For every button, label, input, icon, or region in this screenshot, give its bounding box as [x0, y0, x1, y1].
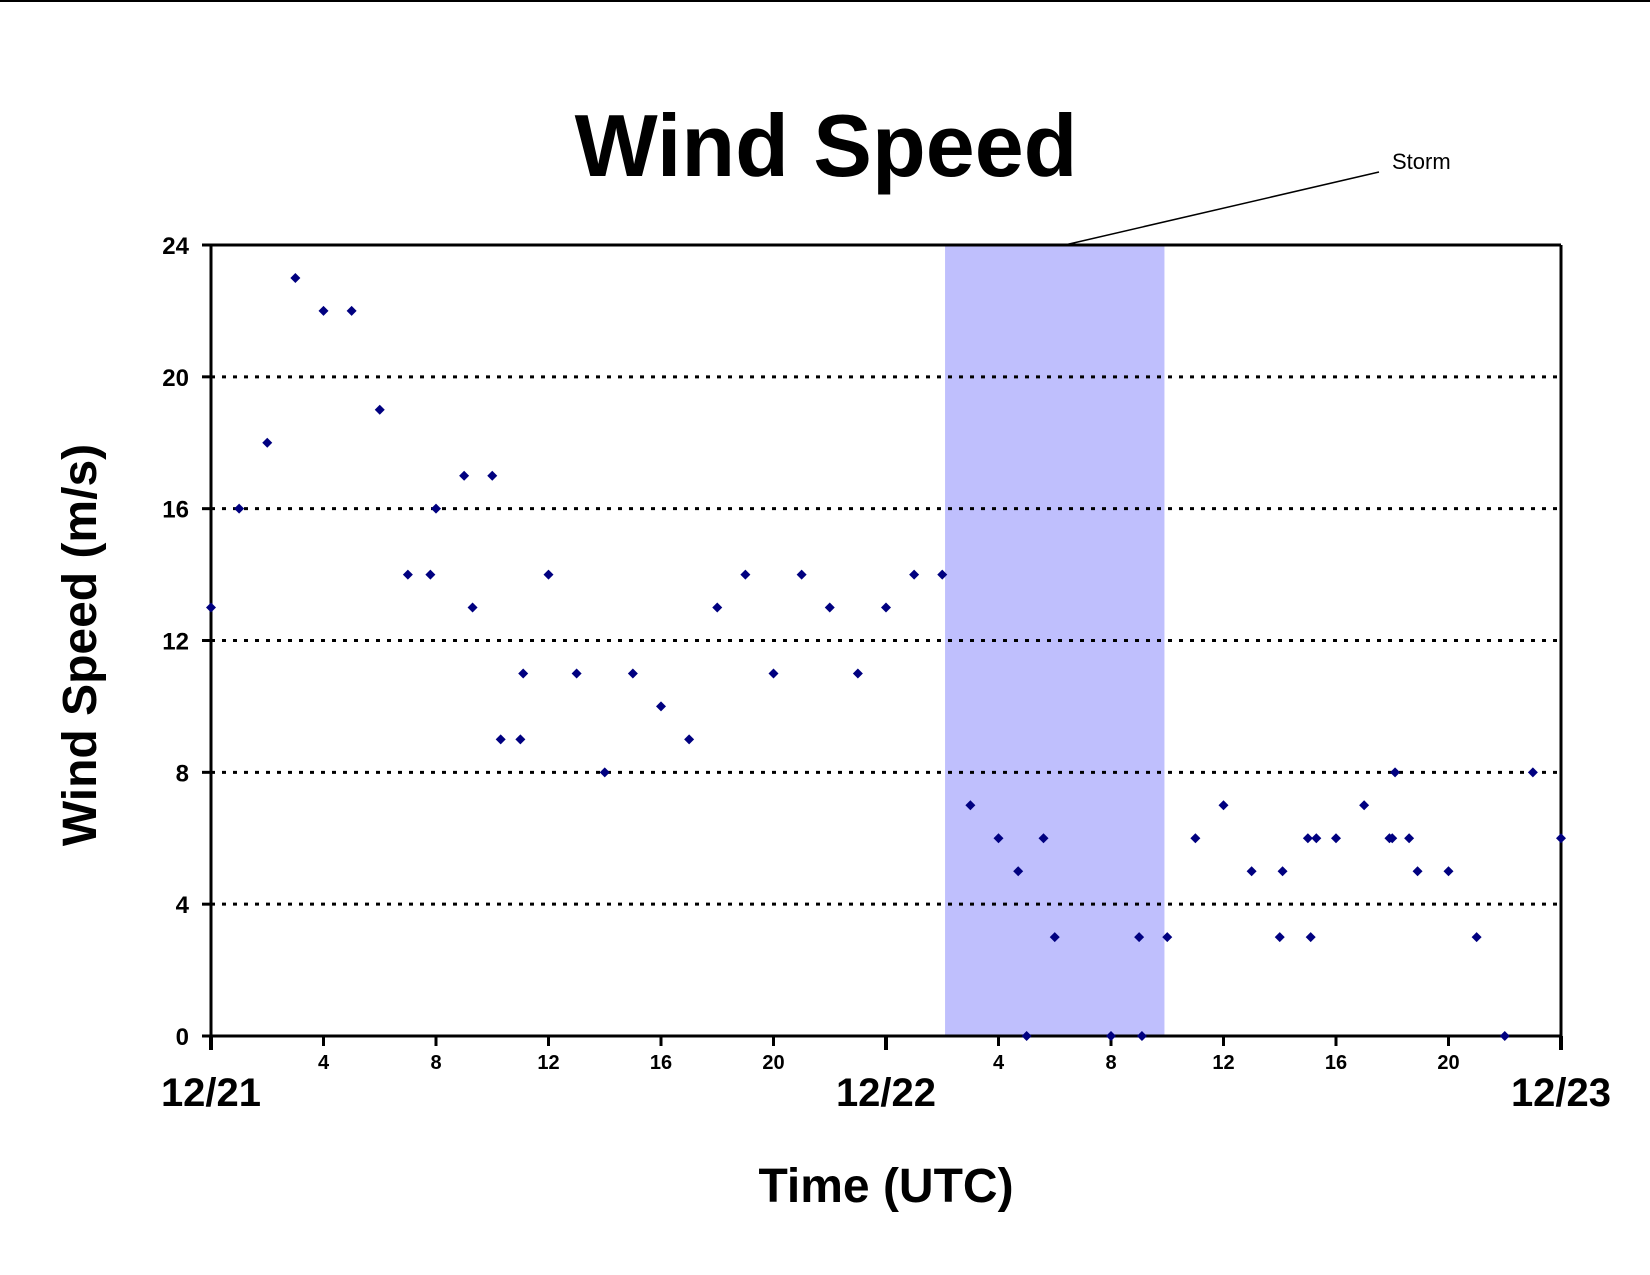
data-point — [290, 272, 301, 283]
data-point — [1302, 833, 1313, 844]
gridlines — [211, 375, 1561, 906]
y-tick-label: 8 — [176, 760, 189, 787]
data-point — [1390, 767, 1401, 778]
data-point — [459, 470, 470, 481]
data-point — [684, 734, 695, 745]
data-point — [1471, 932, 1482, 943]
data-point — [1443, 866, 1454, 877]
data-point — [1013, 866, 1024, 877]
y-tick-label: 0 — [176, 1024, 189, 1051]
data-point — [467, 602, 478, 613]
data-point — [656, 701, 666, 712]
data-point — [1274, 932, 1285, 943]
x-date-label: 12/23 — [1511, 1071, 1611, 1115]
data-point — [993, 833, 1004, 844]
top-border-line — [0, 0, 1650, 2]
storm-annotation-label: Storm — [1392, 149, 1451, 174]
data-point — [852, 668, 863, 679]
data-point — [796, 569, 807, 580]
storm-region-layer — [945, 245, 1165, 1036]
data-point — [712, 602, 723, 613]
data-point — [1136, 1031, 1147, 1041]
storm-shaded-region — [945, 245, 1165, 1036]
x-date-label: 12/21 — [161, 1071, 261, 1115]
y-axis-label: Wind Speed (m/s) — [54, 444, 107, 846]
x-tick-label: 16 — [1325, 1052, 1347, 1074]
data-point — [206, 602, 216, 613]
data-point — [824, 602, 835, 613]
data-point — [1499, 1031, 1510, 1041]
data-point — [1277, 866, 1288, 877]
data-point — [881, 602, 891, 613]
x-tick-label: 16 — [650, 1052, 672, 1074]
y-tick-label: 20 — [162, 365, 189, 392]
data-point — [234, 503, 245, 514]
x-tick-label: 8 — [1105, 1052, 1116, 1074]
data-point — [515, 734, 526, 745]
data-point — [768, 668, 779, 679]
data-point — [1134, 932, 1145, 943]
data-point — [937, 569, 948, 580]
data-point — [965, 800, 976, 811]
data-point — [1412, 866, 1423, 877]
data-point — [1038, 833, 1049, 844]
axis-ticks: 0 4 8 12 16 20 24 4 8 12 16 20 4 8 12 16 20 12/21 12/22 12/… — [161, 233, 1611, 1115]
data-point — [1527, 767, 1538, 778]
x-axis-label: Time (UTC) — [758, 1160, 1013, 1213]
data-point — [431, 503, 441, 514]
x-date-label: 12/22 — [836, 1071, 936, 1115]
storm-annotation — [1064, 171, 1380, 246]
data-point — [627, 668, 638, 679]
data-point — [1359, 800, 1370, 811]
data-point — [1162, 932, 1173, 943]
x-tick-label: 4 — [993, 1052, 1005, 1074]
data-point — [1106, 1031, 1116, 1041]
data-point — [740, 569, 751, 580]
data-point — [1190, 833, 1201, 844]
data-point — [1218, 800, 1229, 811]
data-point — [402, 569, 413, 580]
data-point — [518, 668, 529, 679]
data-point — [346, 305, 357, 316]
y-tick-label: 16 — [162, 497, 189, 524]
data-point — [909, 569, 920, 580]
x-tick-label: 12 — [1212, 1052, 1234, 1074]
y-tick-label: 24 — [162, 233, 189, 260]
data-point — [1556, 833, 1566, 844]
data-point — [1049, 932, 1060, 943]
x-tick-label: 12 — [537, 1052, 559, 1074]
chart-title: Wind Speed — [575, 96, 1078, 195]
data-points — [206, 272, 1566, 1041]
data-point — [599, 767, 610, 778]
x-tick-label: 20 — [1437, 1052, 1459, 1074]
data-point — [543, 569, 554, 580]
data-point — [1305, 932, 1316, 943]
data-point — [1246, 866, 1257, 877]
data-point — [318, 305, 329, 316]
data-point — [262, 437, 273, 448]
x-tick-label: 20 — [762, 1052, 784, 1074]
data-point — [425, 569, 436, 580]
data-point — [1311, 833, 1322, 844]
y-tick-label: 12 — [162, 629, 189, 656]
data-point — [571, 668, 582, 679]
x-tick-label: 4 — [318, 1052, 330, 1074]
x-tick-label: 8 — [430, 1052, 441, 1074]
plot-frame — [209, 243, 1563, 1049]
data-point — [374, 404, 385, 415]
data-point — [1404, 833, 1415, 844]
data-point — [495, 734, 506, 745]
data-point — [1387, 833, 1398, 844]
y-tick-label: 4 — [176, 892, 190, 919]
data-point — [1021, 1031, 1032, 1041]
data-point — [1331, 833, 1341, 844]
storm-leader-line — [1064, 171, 1380, 246]
data-point — [487, 470, 498, 481]
